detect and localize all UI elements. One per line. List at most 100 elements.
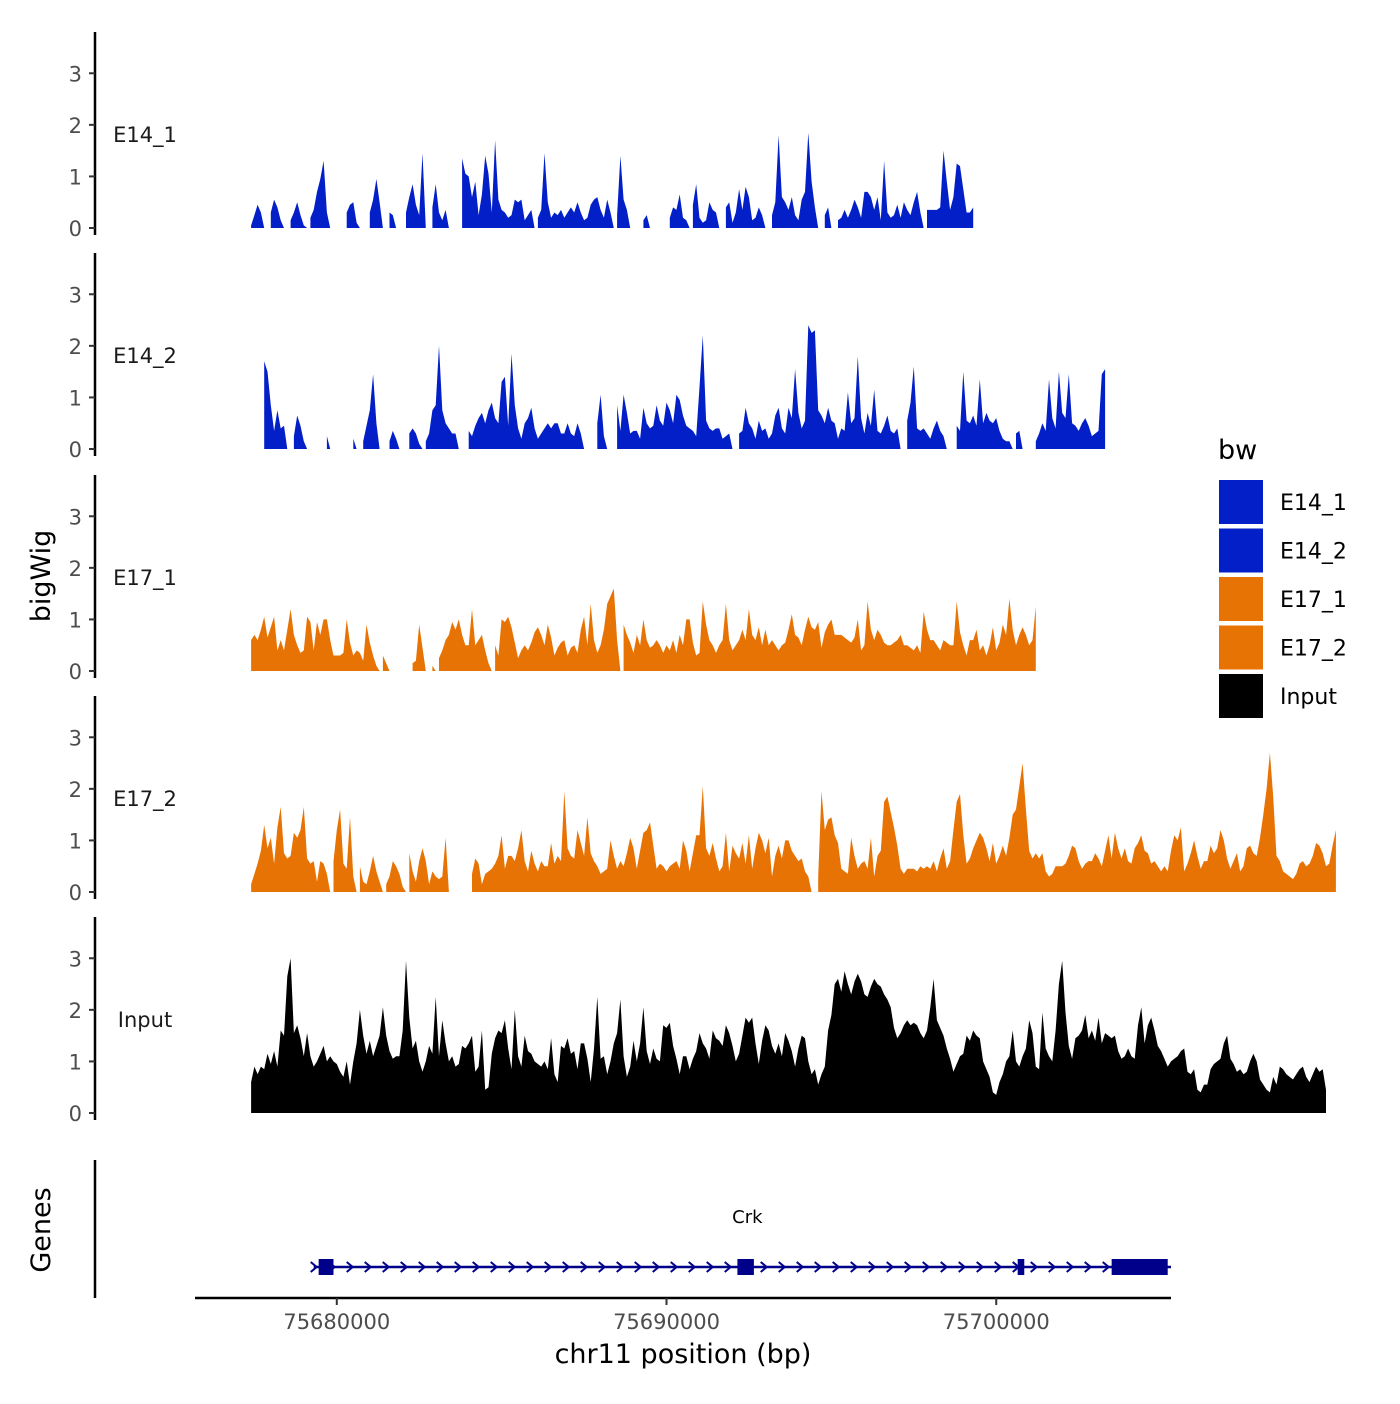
y-tick-label: 1: [69, 829, 82, 853]
track-label: E17_1: [113, 566, 177, 591]
strand-arrow: [670, 1261, 679, 1273]
strand-arrow: [580, 1261, 589, 1273]
genes-track: Crk: [93, 1160, 1171, 1298]
strand-arrow: [346, 1261, 355, 1273]
strand-arrow: [400, 1261, 409, 1273]
legend-label: Input: [1280, 685, 1337, 710]
x-tick-label: 75700000: [943, 1310, 1050, 1334]
strand-arrow: [958, 1261, 967, 1273]
strand-arrow: [706, 1261, 715, 1273]
exon: [1111, 1259, 1168, 1275]
strand-arrow: [760, 1261, 769, 1273]
strand-arrow: [850, 1261, 859, 1273]
y-tick-label: 3: [69, 505, 82, 529]
strand-arrow: [490, 1261, 499, 1273]
y-tick-label: 0: [69, 217, 82, 241]
strand-arrow: [778, 1261, 787, 1273]
y-tick-label: 3: [69, 947, 82, 971]
exon: [1017, 1259, 1025, 1275]
strand-arrow: [436, 1261, 445, 1273]
legend-swatch: [1219, 674, 1263, 718]
strand-arrow: [454, 1261, 463, 1273]
strand-arrow: [418, 1261, 427, 1273]
genes-track-label: Genes: [26, 1187, 57, 1272]
y-tick-label: 2: [69, 114, 82, 138]
y-tick-label: 1: [69, 1050, 82, 1074]
x-tick-label: 75680000: [283, 1310, 390, 1334]
strand-arrow: [904, 1261, 913, 1273]
strand-arrow: [364, 1261, 373, 1273]
track-E14_1: 0 1 2 3 E14_1: [69, 32, 974, 241]
y-tick-label: 2: [69, 778, 82, 802]
strand-arrow: [472, 1261, 481, 1273]
area-Input: [251, 958, 1327, 1113]
y-tick-label: 0: [69, 881, 82, 905]
legend-label: E14_1: [1280, 491, 1347, 516]
track-E14_2: 0 1 2 3 E14_2: [69, 253, 1106, 462]
strand-arrow: [1066, 1261, 1075, 1273]
strand-arrow: [544, 1261, 553, 1273]
area-E17_1: [251, 588, 1036, 671]
legend-label: E14_2: [1280, 540, 1347, 565]
track-E17_1: 0 1 2 3 E17_1: [69, 475, 1036, 684]
strand-arrow: [562, 1261, 571, 1273]
track-Input: 0 1 2 3 Input: [69, 917, 1327, 1126]
strand-arrow: [940, 1261, 949, 1273]
strand-arrow: [688, 1261, 697, 1273]
strand-arrow: [382, 1261, 391, 1273]
y-tick-label: 1: [69, 386, 82, 410]
strand-arrow: [508, 1261, 517, 1273]
exon: [737, 1259, 754, 1275]
strand-arrow: [1084, 1261, 1093, 1273]
legend-items: E14_1 E14_2 E17_1 E17_2 Input: [1219, 480, 1347, 718]
y-tick-label: 3: [69, 726, 82, 750]
legend-swatch: [1219, 480, 1263, 524]
strand-arrow: [634, 1261, 643, 1273]
area-E17_2: [251, 752, 1336, 892]
y-tick-label: 2: [69, 999, 82, 1023]
strand-arrow: [868, 1261, 877, 1273]
strand-arrow: [922, 1261, 931, 1273]
legend-label: E17_2: [1280, 637, 1347, 662]
y-tick-label: 0: [69, 1102, 82, 1126]
y-axis-title: bigWig: [26, 530, 57, 623]
strand-arrow: [1102, 1261, 1111, 1273]
y-tick-label: 2: [69, 335, 82, 359]
y-tick-label: 2: [69, 557, 82, 581]
x-tick-label: 75690000: [613, 1310, 720, 1334]
legend-title: bw: [1218, 435, 1257, 466]
strand-arrow: [994, 1261, 1003, 1273]
legend-swatch: [1219, 625, 1263, 670]
y-tick-label: 1: [69, 608, 82, 632]
y-tick-label: 0: [69, 660, 82, 684]
strand-arrow: [652, 1261, 661, 1273]
legend-label: E17_1: [1280, 588, 1347, 613]
strand-arrow: [310, 1261, 319, 1273]
strand-arrow: [598, 1261, 607, 1273]
legend-swatch: [1219, 528, 1263, 573]
y-tick-label: 3: [69, 283, 82, 307]
gene-name-label: Crk: [732, 1207, 763, 1228]
y-tick-label: 1: [69, 165, 82, 189]
track-E17_2: 0 1 2 3 E17_2: [69, 696, 1336, 905]
strand-arrow: [724, 1261, 733, 1273]
strand-arrow: [814, 1261, 823, 1273]
strand-arrow: [976, 1261, 985, 1273]
strand-arrow: [886, 1261, 895, 1273]
area-E14_2: [264, 325, 1106, 449]
strand-arrow: [616, 1261, 625, 1273]
track-label: E14_2: [113, 344, 177, 369]
strand-arrow: [832, 1261, 841, 1273]
tracks-layer: 0 1 2 3 E14_1 0 1 2 3 E14_2 0 1 2 3 E17_1 0 1 2 3 E17_2 0 1 2 3…: [69, 32, 1336, 1126]
strand-arrow: [1030, 1261, 1039, 1273]
strand-arrow: [1048, 1261, 1057, 1273]
strand-arrow: [526, 1261, 535, 1273]
track-label: E17_2: [113, 787, 177, 812]
x-axis-title: chr11 position (bp): [555, 1339, 812, 1370]
legend: bw E14_1 E14_2 E17_1 E17_2 Input: [1218, 435, 1347, 718]
y-tick-label: 0: [69, 438, 82, 462]
x-axis-ticks: 75680000 75690000 75700000: [283, 1298, 1050, 1334]
area-E14_1: [251, 132, 974, 228]
